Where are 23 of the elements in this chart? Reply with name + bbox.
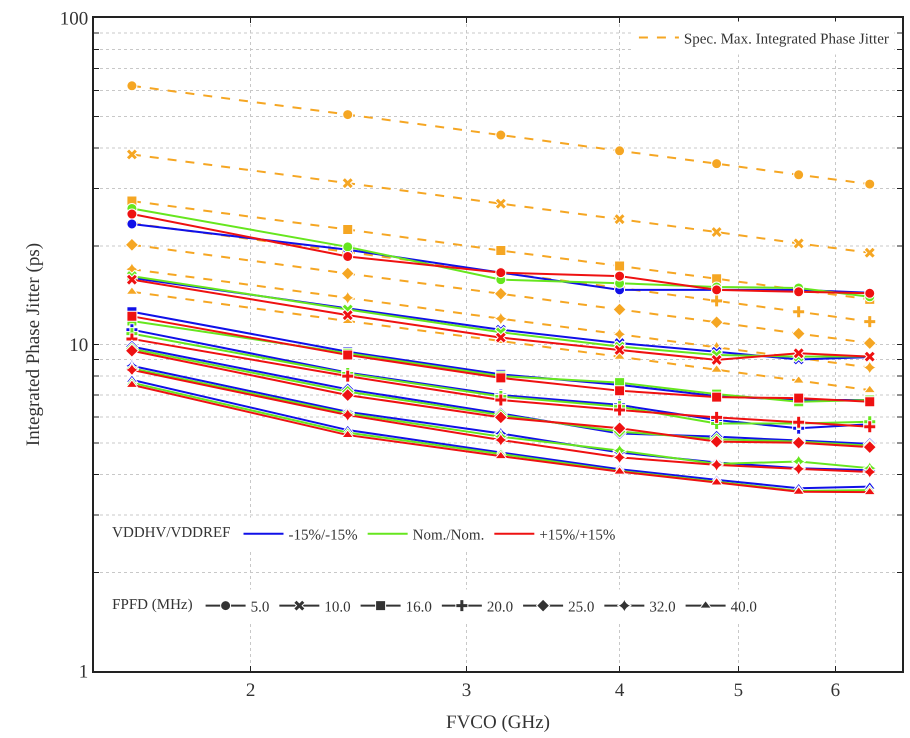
legend-label: 10.0 — [324, 599, 351, 616]
legend-label: -15%/-15% — [288, 528, 358, 544]
legend-label: +15%/+15% — [539, 528, 616, 544]
y-tick-label: 1 — [78, 662, 88, 683]
legend-label: Nom./Nom. — [412, 528, 484, 544]
y-tick-label: 100 — [60, 8, 88, 30]
x-tick-label: 3 — [462, 680, 472, 701]
x-tick-label: 2 — [246, 680, 256, 701]
legend-label: Spec. Max. Integrated Phase Jitter — [684, 31, 889, 48]
x-tick-label: 4 — [614, 680, 625, 701]
legend-label: 16.0 — [406, 599, 432, 616]
y-tick-label: 10 — [69, 335, 88, 356]
x-axis-title: FVCO (GHz) — [446, 712, 550, 734]
legend-label: 32.0 — [649, 599, 676, 616]
legend-label: 25.0 — [568, 599, 594, 616]
legend-label: 20.0 — [486, 599, 514, 616]
x-tick-label: 6 — [830, 680, 840, 701]
text: VDDHV/VDDREF — [112, 525, 231, 542]
legend-label: 5.0 — [250, 599, 270, 616]
text: FPFD (MHz) — [112, 596, 193, 613]
x-tick-label: 5 — [734, 680, 744, 701]
y-axis-title: Integrated Phase Jitter (ps) — [23, 242, 44, 446]
legend-label: 40.0 — [730, 599, 757, 616]
